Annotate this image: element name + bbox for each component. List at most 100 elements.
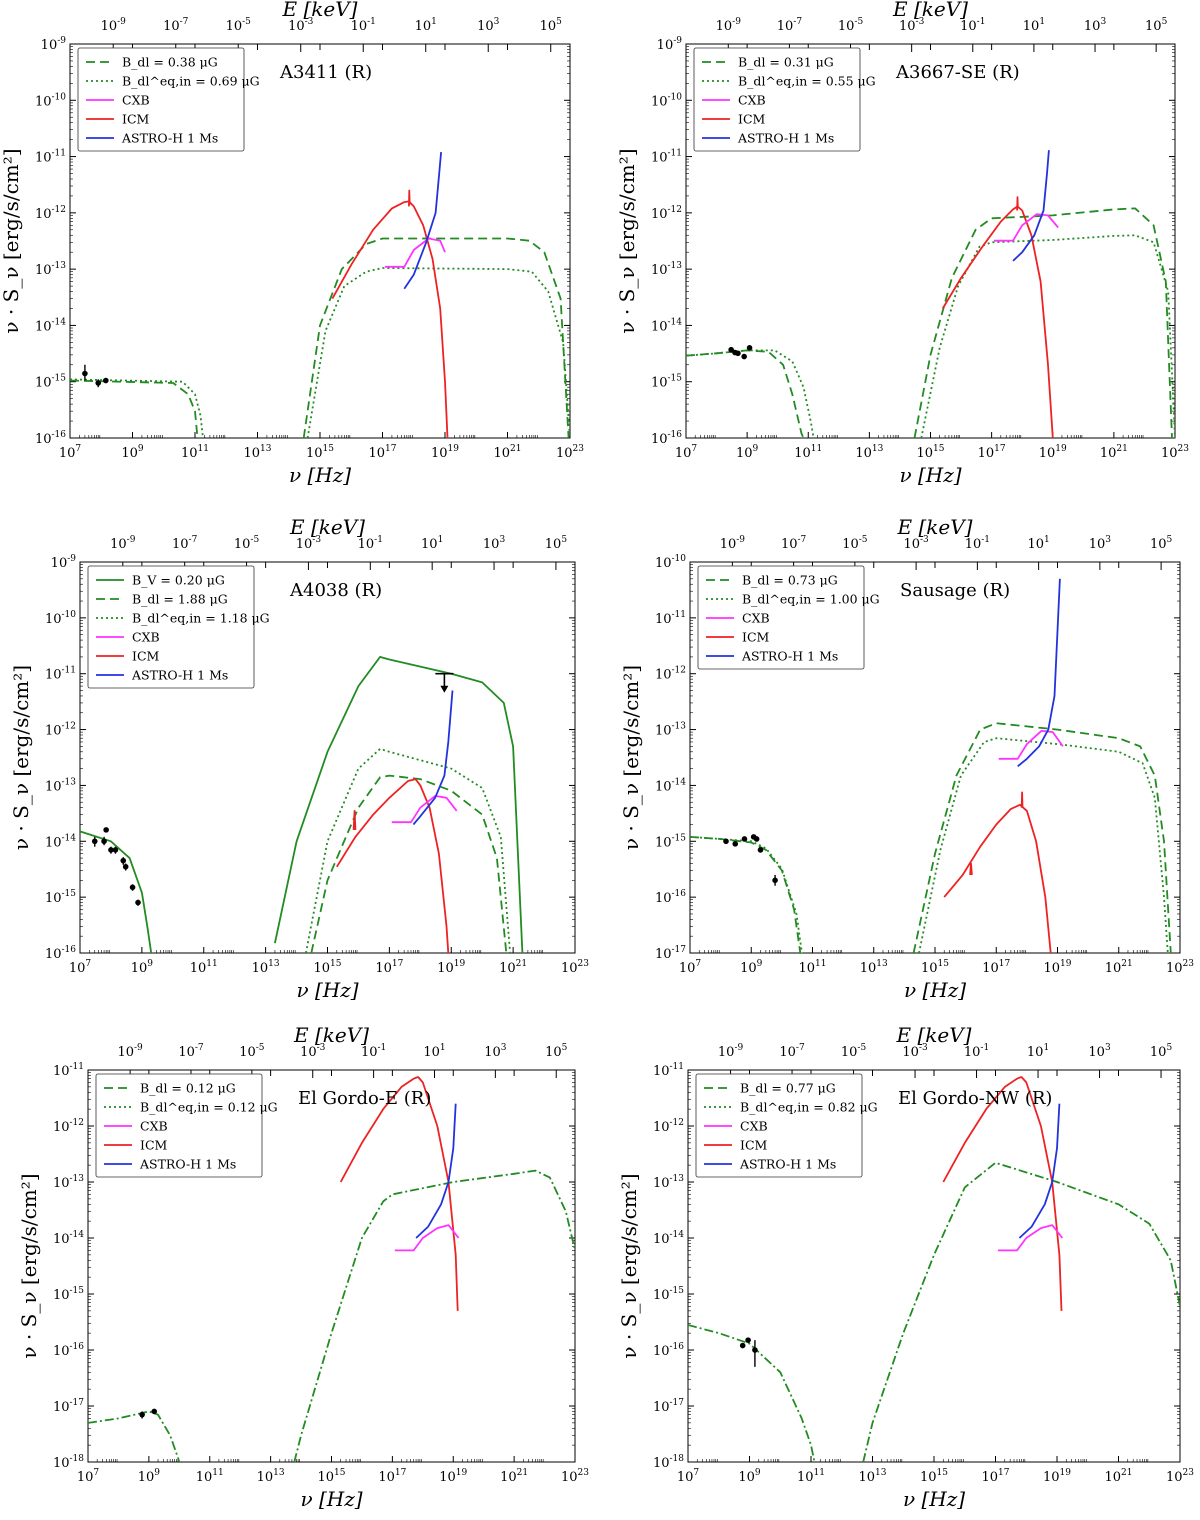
top-tick-label: 103	[483, 535, 506, 552]
y-tick-label: 10-10	[35, 92, 66, 109]
legend-entry-label: B_V = 0.20 μG	[132, 573, 225, 588]
legend-entry-label: B_dl^eq,in = 0.69 μG	[122, 74, 260, 89]
series-line	[969, 862, 973, 875]
data-point	[151, 1408, 158, 1415]
x-tick-label: 109	[736, 444, 759, 461]
legend-entry-label: B_dl = 1.88 μG	[132, 592, 228, 607]
data-point	[135, 899, 141, 906]
top-tick-label: 10-7	[779, 1043, 805, 1060]
y-tick-label: 10-17	[655, 945, 686, 962]
top-tick-label: 10-9	[101, 17, 127, 34]
legend-box	[693, 47, 861, 152]
series-line	[1016, 196, 1019, 211]
top-tick-label: 10-9	[720, 535, 746, 552]
x-tick-label: 1019	[1043, 1468, 1071, 1485]
top-tick-label: 10-1	[351, 17, 376, 34]
y-axis-title: ν · S_ν [erg/s/cm²]	[9, 665, 33, 850]
y-tick-label: 10-15	[35, 374, 66, 391]
top-axis-title: E [keV]	[289, 515, 365, 539]
series-line	[688, 1324, 816, 1462]
y-tick-label: 10-18	[53, 1454, 84, 1471]
y-tick-label: 10-12	[651, 205, 682, 222]
y-tick-label: 10-17	[653, 1398, 684, 1415]
top-tick-label: 101	[421, 535, 443, 552]
panel-label: Sausage (R)	[900, 580, 1010, 601]
top-tick-label: 10-9	[110, 535, 136, 552]
series-line	[391, 795, 458, 824]
series-line	[1020, 791, 1024, 808]
x-tick-label: 1013	[257, 1468, 285, 1485]
data-point	[739, 1342, 746, 1349]
series-line	[336, 778, 450, 953]
series-group	[88, 1076, 575, 1462]
x-axis-title: ν [Hz]	[296, 978, 358, 1002]
data-point	[735, 350, 741, 357]
top-tick-label: 10-7	[777, 17, 803, 34]
top-tick-label: 10-3	[296, 535, 322, 552]
x-tick-label: 1023	[561, 1468, 589, 1485]
panel-label: A3411 (R)	[279, 62, 372, 83]
y-tick-label: 10-16	[651, 430, 682, 447]
x-tick-label: 109	[131, 959, 154, 976]
series-line	[862, 1161, 1180, 1462]
x-tick-label: 1015	[306, 444, 334, 461]
legend-entry-label: B_dl^eq,in = 1.18 μG	[132, 611, 270, 626]
series-line	[302, 237, 570, 438]
top-tick-label: 101	[1027, 1043, 1049, 1060]
series-line	[88, 1410, 181, 1462]
y-tick-label: 10-16	[45, 945, 76, 962]
x-tick-label: 1015	[318, 1468, 346, 1485]
series-group	[690, 578, 1172, 953]
y-tick-label: 10-16	[653, 1342, 684, 1359]
series-line	[994, 213, 1059, 242]
y-tick-label: 10-15	[53, 1286, 84, 1303]
x-tick-label: 1023	[561, 959, 589, 976]
data-point	[120, 857, 127, 864]
data-point	[101, 838, 107, 845]
x-tick-label: 1021	[499, 959, 527, 976]
y-axis-title: ν · S_ν [erg/s/cm²]	[615, 148, 639, 333]
x-tick-label: 1023	[1166, 959, 1194, 976]
top-tick-label: 105	[1150, 535, 1173, 552]
top-tick-label: 10-3	[288, 17, 314, 34]
legend-entry-label: ICM	[738, 112, 766, 127]
panel-label: El Gordo-NW (R)	[898, 1088, 1052, 1109]
top-tick-label: 103	[1088, 1043, 1111, 1060]
top-tick-label: 10-7	[163, 17, 189, 34]
y-tick-label: 10-13	[651, 261, 682, 278]
x-tick-label: 1017	[982, 1468, 1010, 1485]
series-line	[913, 207, 1173, 438]
top-tick-label: 10-7	[178, 1043, 204, 1060]
y-tick-label: 10-15	[655, 833, 686, 850]
data-point	[723, 838, 729, 845]
y-tick-label: 10-18	[653, 1454, 684, 1471]
data-point	[108, 847, 114, 853]
x-tick-label: 1013	[860, 959, 888, 976]
series-line	[686, 349, 805, 438]
data-point	[745, 1337, 751, 1343]
sed-panel: 107 109 1011 1013 1015 1017 1019 1021 1023 10-9 10…	[619, 515, 1194, 1002]
y-tick-label: 10-9	[657, 36, 683, 53]
x-tick-label: 1013	[244, 444, 272, 461]
legend-entry-label: B_dl^eq,in = 1.00 μG	[742, 592, 880, 607]
data-point	[82, 370, 88, 377]
series-line	[70, 378, 204, 438]
legend-entry-label: B_dl^eq,in = 0.12 μG	[140, 1100, 278, 1115]
data-point	[91, 838, 98, 845]
x-tick-label: 109	[138, 1468, 161, 1485]
x-tick-label: 1021	[1100, 444, 1128, 461]
top-tick-label: 10-3	[903, 535, 929, 552]
x-tick-label: 1019	[437, 959, 465, 976]
sed-panel: 107 109 1011 1013 1015 1017 1019 1021 1023 10-9 10…	[9, 515, 589, 1002]
legend-entry-label: ICM	[132, 649, 160, 664]
x-tick-label: 1013	[859, 1468, 887, 1485]
y-tick-label: 10-13	[653, 1174, 684, 1191]
series-line	[1017, 578, 1061, 767]
y-tick-label: 10-11	[655, 610, 686, 627]
x-tick-label: 1011	[794, 444, 822, 461]
y-axis-title: ν · S_ν [erg/s/cm²]	[619, 665, 643, 850]
data-point	[95, 380, 102, 386]
legend-entry-label: ASTRO-H 1 Ms	[739, 1157, 836, 1172]
y-tick-label: 10-13	[655, 722, 686, 739]
